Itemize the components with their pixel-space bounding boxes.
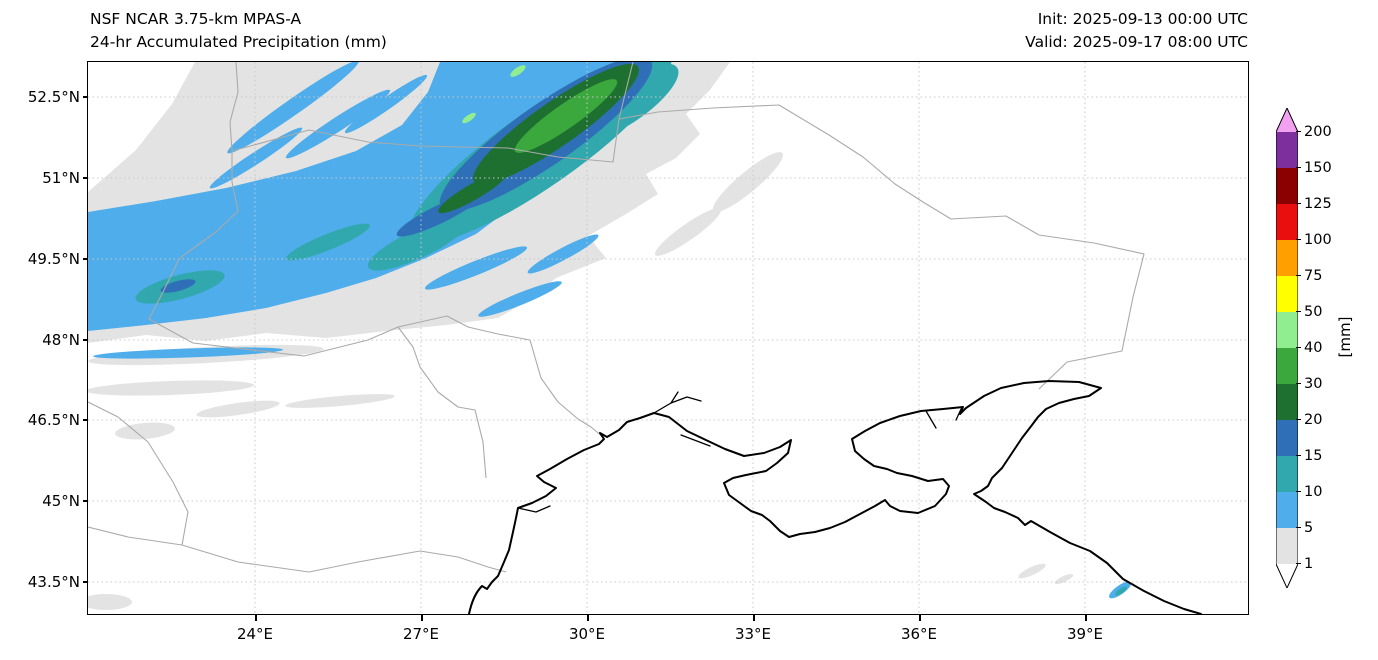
colorbar-segment xyxy=(1276,492,1298,528)
colorbar-tick-label: 15 xyxy=(1295,448,1323,464)
colorbar-segment xyxy=(1276,348,1298,384)
colorbar-segment xyxy=(1276,528,1298,564)
valid-time: Valid: 2025-09-17 08:00 UTC xyxy=(1025,33,1248,51)
precip-region xyxy=(209,127,303,189)
precip-region xyxy=(527,234,599,274)
lon-tick-label: 27°E xyxy=(381,615,461,644)
precip-region xyxy=(712,152,784,212)
colorbar-segment xyxy=(1276,204,1298,240)
colorbar-tick-label: 150 xyxy=(1296,160,1332,176)
colorbar-segment xyxy=(1276,132,1298,168)
precip-region xyxy=(462,112,476,124)
lat-tick-label: 49.5°N xyxy=(6,249,89,269)
estuary-line xyxy=(670,391,679,404)
lat-tick-label: 45°N xyxy=(6,491,89,511)
precip-region xyxy=(654,208,722,256)
precip-region xyxy=(286,223,370,261)
colorbar xyxy=(1276,108,1298,588)
colorbar-over-arrow xyxy=(1276,108,1298,132)
border-line xyxy=(618,62,634,120)
precip-region xyxy=(510,65,526,77)
coastline xyxy=(468,380,1202,614)
lat-tick-label: 46.5°N xyxy=(6,410,89,430)
precip-region xyxy=(115,422,175,440)
precip-region xyxy=(478,281,562,317)
lon-tick-label: 33°E xyxy=(713,615,793,644)
colorbar-tick-label: 20 xyxy=(1295,412,1323,428)
border-line xyxy=(446,315,604,438)
colorbar-segment xyxy=(1276,276,1298,312)
estuary-line xyxy=(653,396,702,414)
colorbar-segment xyxy=(1276,420,1298,456)
colorbar-under-arrow xyxy=(1276,564,1298,588)
precipitation-map xyxy=(88,62,1248,614)
spit-line xyxy=(680,434,711,447)
colorbar-segment xyxy=(1276,456,1298,492)
precip-region xyxy=(88,594,132,610)
colorbar-tick-label: 40 xyxy=(1295,340,1323,356)
precip-region xyxy=(93,347,283,359)
colorbar-tick-label: 30 xyxy=(1295,376,1323,392)
border-line xyxy=(148,151,448,357)
precip-region xyxy=(1115,586,1127,596)
colorbar-tick-label: 5 xyxy=(1295,520,1314,536)
precip-region xyxy=(227,62,359,154)
colorbar-segment xyxy=(1276,240,1298,276)
colorbar-tick-label: 100 xyxy=(1296,232,1332,248)
precip-region xyxy=(1018,563,1046,579)
precip-region xyxy=(285,394,395,408)
graticule-gridlines xyxy=(88,62,1248,614)
spit-line xyxy=(955,406,963,421)
black-sea-azov-coastline xyxy=(468,380,1202,614)
precip-region xyxy=(344,74,428,134)
lat-tick-label: 52.5°N xyxy=(6,87,89,107)
precip-region xyxy=(424,246,528,290)
colorbar-tick-label: 1 xyxy=(1295,556,1314,572)
product-title: 24-hr Accumulated Precipitation (mm) xyxy=(90,33,387,51)
model-title: NSF NCAR 3.75-km MPAS-A xyxy=(90,10,302,28)
precip-region xyxy=(514,79,618,153)
colorbar-unit-label: [mm] xyxy=(1336,316,1354,358)
title-block: NSF NCAR 3.75-km MPAS-A 24-hr Accumulate… xyxy=(90,8,387,54)
precip-region xyxy=(438,170,508,214)
border-line xyxy=(397,326,487,479)
precip-region xyxy=(196,400,280,418)
time-block: Init: 2025-09-13 00:00 UTC Valid: 2025-0… xyxy=(1025,8,1248,54)
lat-tick-label: 48°N xyxy=(6,330,89,350)
country-borders xyxy=(88,62,1145,573)
colorbar-tick-label: 200 xyxy=(1296,124,1332,140)
colorbar-segment xyxy=(1276,312,1298,348)
precip-region xyxy=(1054,573,1074,585)
lat-tick-label: 51°N xyxy=(6,168,89,188)
init-time: Init: 2025-09-13 00:00 UTC xyxy=(1037,10,1248,28)
lon-tick-label: 24°E xyxy=(215,615,295,644)
lat-tick-label: 43.5°N xyxy=(6,572,89,592)
lon-tick-label: 30°E xyxy=(547,615,627,644)
colorbar-tick-label: 10 xyxy=(1295,484,1323,500)
precip-region xyxy=(367,217,469,271)
lon-tick-label: 39°E xyxy=(1045,615,1125,644)
colorbar-segment xyxy=(1276,384,1298,420)
spit-line xyxy=(925,410,937,429)
precip-layer-30-40mm xyxy=(514,79,618,153)
map-panel xyxy=(87,61,1249,615)
colorbar-tick-label: 50 xyxy=(1295,304,1323,320)
colorbar-tick-label: 125 xyxy=(1296,196,1332,212)
danube-delta-line xyxy=(517,505,551,513)
precip-region xyxy=(285,89,391,159)
lon-tick-label: 36°E xyxy=(879,615,959,644)
precip-region xyxy=(88,380,254,396)
border-line xyxy=(88,526,507,573)
precip-region xyxy=(160,279,196,293)
border-line xyxy=(229,62,239,152)
border-line xyxy=(231,104,1145,390)
colorbar-segment xyxy=(1276,168,1298,204)
precip-layer-40-50mm xyxy=(462,65,526,124)
colorbar-tick-label: 75 xyxy=(1295,268,1323,284)
border-line xyxy=(88,401,189,546)
